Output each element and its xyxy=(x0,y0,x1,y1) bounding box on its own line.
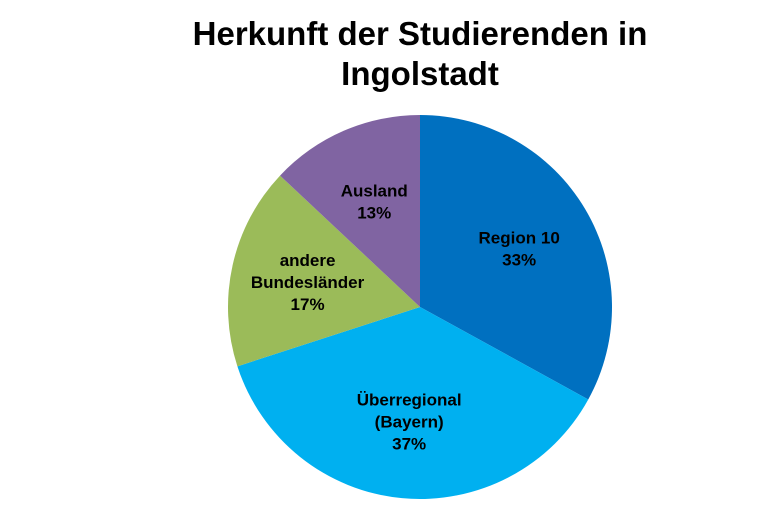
pie-slice-3 xyxy=(280,115,420,307)
slice-label-1-line-0: Überregional xyxy=(357,391,462,410)
chart-title-line-1: Herkunft der Studierenden in xyxy=(192,15,648,52)
slice-label-0-line-0: Region 10 xyxy=(479,228,560,247)
pie-slice-1 xyxy=(237,307,589,499)
chart-title: Herkunft der Studierenden in Ingolstadt xyxy=(150,14,690,94)
slice-label-0: Region 10 33% xyxy=(479,228,560,269)
slice-label-0-line-1: 33% xyxy=(502,250,536,269)
slice-label-3-line-1: 13% xyxy=(357,203,391,222)
slice-label-1-line-2: 37% xyxy=(392,435,426,454)
chart-title-line-2: Ingolstadt xyxy=(341,55,499,92)
slice-label-1-line-1: (Bayern) xyxy=(375,413,444,432)
slice-label-3: Ausland 13% xyxy=(341,181,408,222)
pie-slice-2 xyxy=(228,175,420,367)
slice-label-2-line-1: Bundesländer xyxy=(251,273,365,292)
slice-label-3-line-0: Ausland xyxy=(341,181,408,200)
slice-label-2: andere Bundesländer 17% xyxy=(251,251,365,314)
slice-label-2-line-0: andere xyxy=(280,251,336,270)
slice-label-1: Überregional (Bayern) 37% xyxy=(357,391,462,454)
pie-slice-0 xyxy=(420,115,612,400)
slice-label-2-line-2: 17% xyxy=(291,295,325,314)
